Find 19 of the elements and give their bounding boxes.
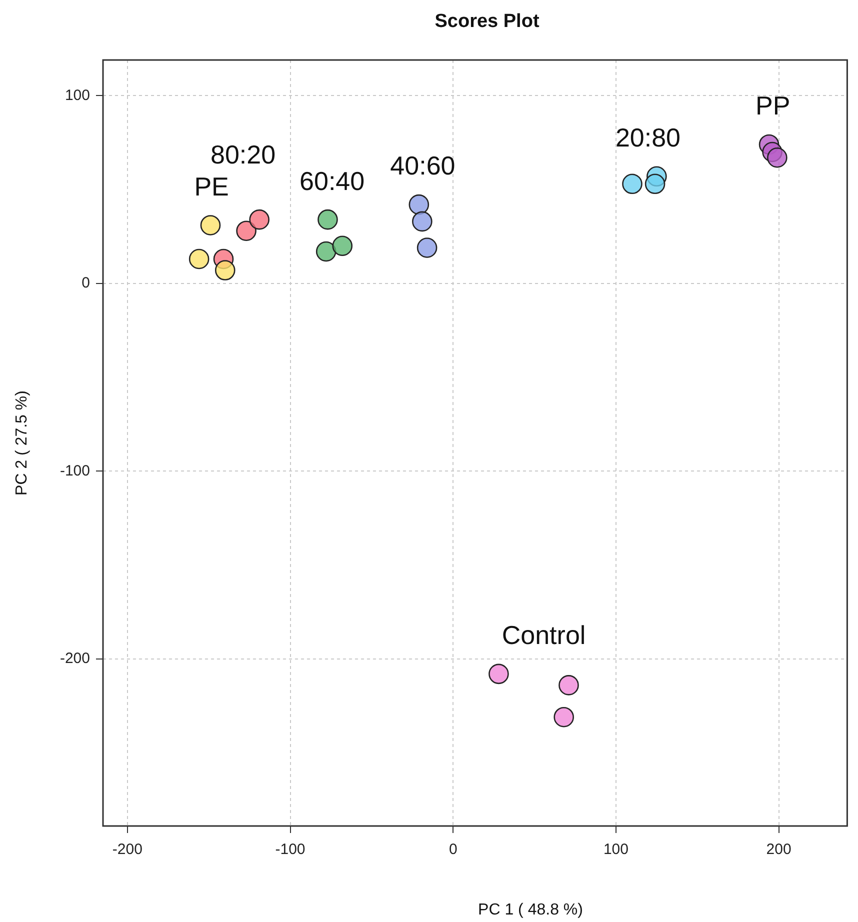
series-label: PP [755,90,790,121]
y-tick-label: -200 [60,650,90,668]
series-label: 60:40 [300,166,365,196]
chart-title: Scores Plot [434,11,540,32]
y-tick-label: -100 [60,462,90,480]
series-label: 40:60 [390,150,456,181]
y-axis-title: PC 2 ( 27.5 %) [13,390,30,496]
x-tick-label: 200 [766,841,792,858]
x-tick-label: -200 [112,841,142,858]
series-label: 20:80 [615,122,681,153]
series-label: 80:20 [210,139,276,170]
y-tick-label: 0 [82,274,90,292]
series-label: PE [194,171,229,202]
x-tick-label: -100 [275,841,306,858]
x-axis-title: PC 1 ( 48.8 %) [478,901,583,918]
x-tick-label: 0 [448,841,458,858]
series-label: Control [502,620,586,650]
y-tick-label: 100 [64,86,90,104]
x-tick-label: 100 [603,841,628,858]
